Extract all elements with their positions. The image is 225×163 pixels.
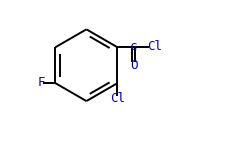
Text: c: c [130,40,137,53]
Text: O: O [130,59,137,72]
Text: Cl: Cl [147,40,162,53]
Text: F: F [37,76,45,89]
Text: Cl: Cl [110,92,125,105]
